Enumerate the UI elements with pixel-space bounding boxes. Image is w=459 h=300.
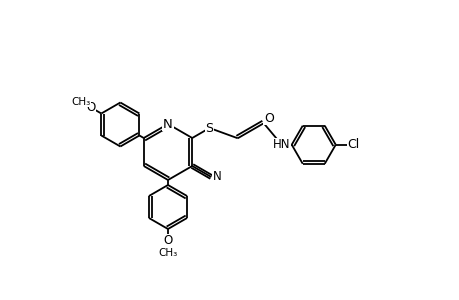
Text: Cl: Cl [347,138,359,151]
Text: O: O [86,101,95,114]
Text: O: O [263,112,273,125]
Text: S: S [205,122,213,134]
Text: HN: HN [272,138,290,151]
Text: CH₃: CH₃ [158,248,177,258]
Text: CH₃: CH₃ [71,97,90,106]
Text: N: N [213,170,221,184]
Text: O: O [163,235,172,248]
Text: N: N [163,118,173,130]
